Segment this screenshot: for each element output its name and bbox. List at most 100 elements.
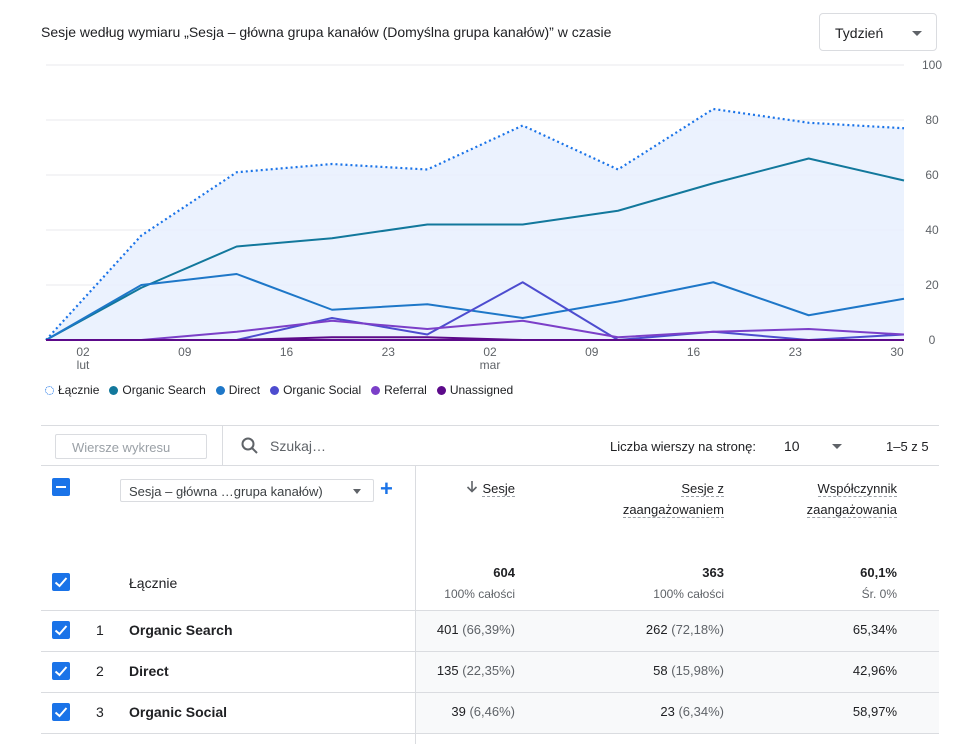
total-sessions: 604 — [493, 565, 515, 580]
divider — [41, 465, 939, 466]
x-tick-label: 02 — [483, 345, 497, 359]
row-rate: 58,97% — [852, 704, 897, 719]
x-tick-label: 16 — [280, 345, 294, 359]
column-header-engaged-sessions[interactable]: Sesje z zaangażowaniem — [622, 478, 724, 520]
row-engaged-pct: (72,18%) — [671, 622, 724, 637]
divider — [41, 733, 939, 734]
table-row[interactable] — [416, 693, 939, 733]
row-index: 2 — [96, 663, 104, 679]
total-sessions-sub: 100% całości — [444, 587, 515, 601]
legend-swatch-icon — [270, 385, 280, 395]
search-input[interactable]: Szukaj… — [270, 438, 327, 454]
x-tick-label: 30 — [890, 345, 904, 359]
chevron-down-icon — [912, 31, 922, 36]
row-sessions-pct: (6,46%) — [469, 704, 515, 719]
row-engaged-pct: (6,34%) — [678, 704, 724, 719]
column-header-rate-line1: Współczynnik — [817, 481, 897, 497]
x-tick-label: 09 — [178, 345, 192, 359]
divider — [41, 425, 939, 426]
legend-item[interactable]: Referral — [371, 383, 427, 397]
indeterminate-icon — [56, 486, 66, 488]
total-label: Łącznie — [129, 575, 178, 591]
row-engaged-value: 23 — [660, 704, 675, 719]
table-row[interactable] — [416, 611, 939, 651]
divider — [41, 692, 939, 693]
period-select-value: Tydzień — [835, 25, 884, 41]
chart-legend: Łącznie Organic Search Direct Organic Socia… — [45, 383, 513, 397]
row-checkbox[interactable] — [52, 703, 70, 721]
row-index: 3 — [96, 704, 104, 720]
row-engaged-value: 58 — [653, 663, 668, 678]
legend-item[interactable]: Organic Social — [270, 383, 361, 397]
period-select[interactable]: Tydzień — [819, 13, 937, 51]
row-index: 1 — [96, 622, 104, 638]
column-header-engagement-rate[interactable]: Współczynnik zaangażowania — [806, 478, 897, 520]
row-sessions-value: 39 — [451, 704, 466, 719]
select-all-checkbox[interactable] — [52, 478, 70, 496]
legend-label: Łącznie — [58, 383, 100, 397]
rows-per-page-label: Liczba wierszy na stronę: — [610, 439, 756, 454]
table-row[interactable] — [416, 652, 939, 692]
row-rate: 65,34% — [852, 622, 897, 637]
y-tick-label: 100 — [922, 58, 942, 72]
column-header-engaged-line2: zaangażowaniem — [622, 502, 724, 518]
legend-label: Direct — [228, 383, 261, 397]
legend-item[interactable]: Direct — [215, 383, 261, 397]
column-header-sessions-label: Sesje — [482, 481, 515, 497]
total-rate: 60,1% — [860, 565, 897, 580]
legend-swatch-icon — [215, 385, 225, 395]
total-checkbox[interactable] — [52, 573, 70, 591]
row-engaged-value: 262 — [645, 622, 668, 637]
search-icon[interactable] — [240, 436, 260, 456]
y-tick-label: 0 — [929, 333, 936, 347]
row-sessions: 39 (6,46%) — [451, 704, 515, 719]
y-tick-label: 80 — [925, 113, 939, 127]
row-channel-name[interactable]: Organic Social — [129, 704, 228, 720]
legend-label: Referral — [384, 383, 427, 397]
row-rate: 42,96% — [852, 663, 897, 678]
row-sessions-value: 135 — [436, 663, 459, 678]
pagination-range: 1–5 z 5 — [886, 439, 929, 454]
row-engaged: 58 (15,98%) — [653, 663, 724, 678]
legend-item[interactable]: Łącznie — [45, 383, 99, 397]
total-engaged: 363 — [702, 565, 724, 580]
x-tick-label: 02 — [76, 345, 90, 359]
divider — [222, 425, 223, 465]
y-tick-label: 60 — [925, 168, 939, 182]
y-tick-label: 20 — [925, 278, 939, 292]
arrow-down-icon — [467, 481, 478, 493]
total-engaged-sub: 100% całości — [653, 587, 724, 601]
row-checkbox[interactable] — [52, 662, 70, 680]
add-dimension-button[interactable]: + — [380, 476, 393, 501]
row-sessions-pct: (22,35%) — [462, 663, 515, 678]
row-sessions-value: 401 — [436, 622, 459, 637]
column-header-engaged-line1: Sesje z — [681, 481, 724, 497]
series-line-direct — [45, 273, 905, 341]
column-header-sessions[interactable]: Sesje — [466, 478, 515, 499]
row-channel-name[interactable]: Direct — [129, 663, 169, 679]
dimension-select-value: Sesja – główna …grupa kanałów) — [129, 484, 323, 499]
row-checkbox[interactable] — [52, 621, 70, 639]
row-channel-name[interactable]: Organic Search — [129, 622, 233, 638]
row-engaged-pct: (15,98%) — [671, 663, 724, 678]
check-icon — [54, 577, 68, 588]
legend-swatch-icon — [371, 385, 381, 395]
rows-per-page-select[interactable]: 10 — [784, 438, 800, 454]
divider — [41, 610, 939, 611]
series-line-referral — [46, 319, 905, 341]
divider — [41, 651, 939, 652]
column-header-rate-line2: zaangażowania — [806, 502, 897, 518]
x-tick-sublabel: mar — [480, 358, 501, 372]
chart-rows-filter-input[interactable]: Wiersze wykresu — [55, 434, 207, 459]
legend-label: Organic Search — [122, 383, 206, 397]
row-sessions: 135 (22,35%) — [437, 663, 515, 678]
legend-item[interactable]: Unassigned — [436, 383, 513, 397]
dimension-select[interactable]: Sesja – główna …grupa kanałów) — [120, 479, 374, 502]
x-tick-label: 09 — [585, 345, 599, 359]
legend-item[interactable]: Organic Search — [109, 383, 206, 397]
legend-swatch-icon — [436, 385, 446, 395]
chart-rows-filter-placeholder: Wiersze wykresu — [72, 440, 171, 455]
chevron-down-icon[interactable] — [832, 444, 842, 449]
column-divider — [415, 465, 416, 744]
